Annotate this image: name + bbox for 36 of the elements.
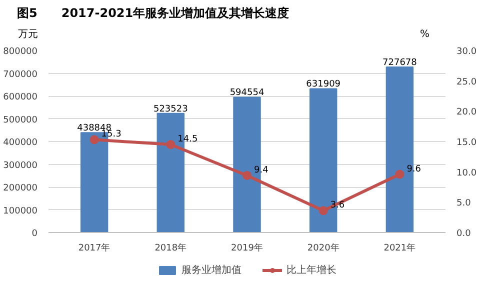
y-tick-label: 0 [32,229,38,239]
y-tick-label: 500000 [3,115,38,126]
y2-tick-label: 0.0 [456,229,472,239]
y2-tick-label: 10.0 [456,168,477,178]
x-tick-label: 2021年 [384,242,416,254]
y2-tick-label: 20.0 [456,108,477,118]
y-tick-label: 300000 [3,160,38,171]
point [242,170,252,180]
point [90,135,99,144]
y2-tick-label: 30.0 [456,47,477,57]
x-tick-label: 2020年 [307,242,340,254]
data-label: 631909 [306,80,341,90]
point [166,140,176,150]
data-label: 727678 [382,58,418,68]
y-axis-title: 万元 [18,28,38,42]
chart-title: 图5 2017-2021年服务业增加值及其增长速度 [17,5,290,22]
data-label: 523523 [153,104,188,114]
y2-tick-label: 15.0 [456,138,477,148]
data-label: 594554 [230,88,264,98]
y-tick-label: 200000 [3,184,38,194]
data-label: 3.6 [330,200,345,211]
legend-label: 服务业增加值 [182,264,242,277]
x-tick-label: 2019年 [231,242,263,254]
x-tick-label: 2017年 [78,242,110,254]
y2-axis-title: % [420,28,430,42]
y2-tick-label: 25.0 [456,77,477,88]
point [318,206,328,216]
x-tick-label: 2018年 [154,242,187,254]
y-tick-label: 400000 [3,138,38,148]
y-tick-label: 100000 [3,206,38,216]
y-tick-label: 800000 [3,47,38,57]
y-tick-label: 600000 [3,92,38,102]
point [395,170,404,179]
y-tick-label: 700000 [3,70,38,80]
y2-tick-label: 5.0 [456,198,472,209]
legend-label: 比上年增长 [286,264,336,277]
